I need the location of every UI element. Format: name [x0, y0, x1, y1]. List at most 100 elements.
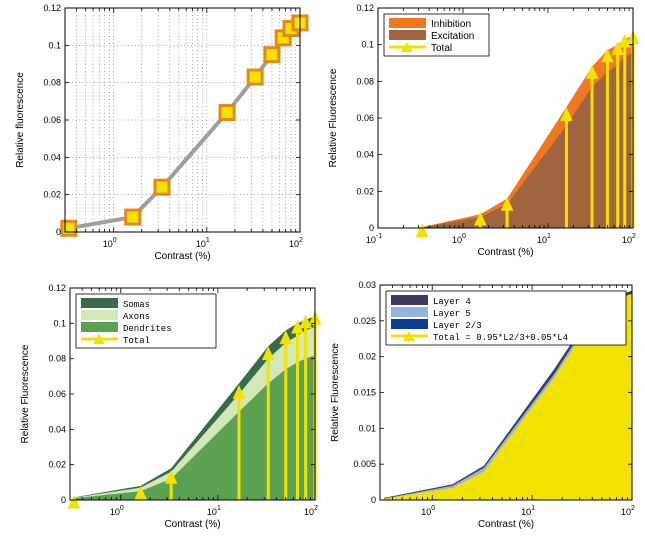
x-tick-label: 100: [103, 237, 117, 249]
total-point: [279, 330, 293, 345]
legend-label: Layer 4: [433, 297, 471, 307]
y-tick-label: 0.08: [356, 76, 374, 86]
y-tick-label: 0.08: [43, 78, 61, 88]
total-point: [473, 211, 487, 226]
legend-swatch-marker: [403, 331, 415, 341]
x-axis: 10-1 100 101 102: [366, 8, 636, 245]
x-tick-label: 101: [537, 233, 551, 245]
legend-label: Total = 0.95*L2/3+0.05*L4: [433, 333, 568, 343]
total-point: [611, 41, 625, 55]
total-point: [299, 314, 312, 329]
y-tick-label: 0.005: [353, 459, 376, 469]
y-axis: 0 0.02 0.04 0.06 0.08 0.1 0.12: [48, 283, 315, 505]
legend-entry: Layer 5: [391, 307, 471, 319]
legend-label: Layer 5: [433, 309, 471, 319]
legend-entry: Inhibition: [389, 18, 471, 30]
x-tick-label: 100: [452, 233, 466, 245]
y-tick-label: 0.04: [356, 150, 374, 160]
y-tick-label: 0.01: [358, 423, 376, 433]
legend-label: Total: [123, 336, 150, 346]
x-tick-label: 102: [304, 505, 318, 517]
legend-swatch: [389, 30, 426, 40]
y-tick-label: 0.04: [43, 152, 61, 162]
x-axis-label: Contrast (%): [477, 247, 533, 258]
legend-swatch: [81, 322, 118, 332]
x-tick-label: 102: [289, 237, 303, 249]
chart-panel-4: 0 0.005 0.01 0.015 0.02 0.025 0.03 100 101 102 Con…: [330, 280, 635, 530]
y-tick-label: 0.015: [353, 388, 376, 398]
legend: Somas Axons Dendrites Total: [75, 293, 217, 349]
x-tick-label: 101: [196, 237, 210, 249]
x-tick-label: 10-1: [366, 233, 382, 245]
legend-swatch: [389, 18, 426, 28]
total-point: [560, 107, 573, 121]
legend-label: Somas: [123, 300, 150, 310]
x-tick-label: 102: [622, 233, 636, 245]
y-tick-label: 0: [61, 495, 66, 505]
y-axis: 0 0.02 0.04 0.06 0.08 0.1 0.12: [43, 3, 300, 237]
legend-label: Inhibition: [431, 19, 471, 30]
data-point: [218, 104, 236, 122]
y-axis-label: Relative Fluorescence: [330, 343, 341, 442]
x-tick-label: 101: [207, 505, 221, 517]
y-tick-label: 0.12: [356, 3, 374, 13]
y-tick-label: 0.1: [48, 40, 61, 50]
legend-swatch: [81, 298, 118, 308]
total-point: [618, 33, 632, 48]
y-axis-label: Relative Fluorescence: [20, 344, 31, 443]
x-axis: 100 101 102: [64, 8, 303, 249]
y-tick-label: 0.025: [353, 316, 376, 326]
total-point: [232, 385, 246, 399]
total-point: [67, 494, 81, 509]
total-point: [134, 485, 147, 500]
chart-panel-1: 0 0.02 0.04 0.06 0.08 0.1 0.12 100 101 102 Contras…: [15, 3, 309, 262]
y-tick-label: 0.02: [43, 190, 61, 200]
legend-entry: Excitation: [389, 30, 474, 42]
y-tick-label: 0.06: [356, 113, 374, 123]
y-axis: 0 0.02 0.04 0.06 0.08 0.1 0.12: [356, 3, 633, 233]
x-axis: 100 101 102: [69, 288, 318, 517]
total-point: [585, 64, 599, 79]
y-tick-label: 0.02: [358, 352, 376, 362]
area-excitation: [422, 52, 633, 228]
legend-entry: Total: [389, 42, 452, 54]
legend-entry: Axons: [81, 310, 150, 322]
data-point: [263, 46, 281, 64]
legend-label: Axons: [123, 312, 150, 322]
x-tick-label: 102: [621, 505, 635, 517]
data-point: [124, 208, 142, 226]
x-tick-label: 100: [110, 505, 124, 517]
data-point: [246, 68, 264, 86]
area-dendrites: [74, 355, 315, 500]
y-tick-label: 0.1: [361, 40, 374, 50]
y-tick-label: 0: [56, 227, 61, 237]
y-tick-label: 0.06: [43, 115, 61, 125]
y-tick-label: 0.08: [48, 354, 66, 364]
legend-entry: Dendrites: [81, 322, 172, 334]
x-axis: 100 101 102: [379, 285, 635, 517]
legend-swatch: [391, 307, 428, 317]
legend-swatch-marker: [93, 334, 105, 344]
x-axis-label: Contrast (%): [154, 251, 210, 262]
total-point: [500, 196, 514, 211]
legend-swatch: [81, 310, 118, 320]
total-point: [415, 223, 429, 238]
data-point: [60, 219, 78, 237]
legend-swatch: [391, 295, 428, 305]
y-tick-label: 0: [369, 223, 374, 233]
y-tick-label: 0.06: [48, 389, 66, 399]
legend-entry: Somas: [81, 298, 150, 310]
y-tick-label: 0.04: [48, 424, 66, 434]
area-total-0-95-l2-3-0-05-l4: [384, 293, 632, 500]
legend-entry: Layer 2/3: [391, 319, 482, 331]
y-tick-label: 0.02: [48, 460, 66, 470]
x-tick-label: 101: [521, 505, 535, 517]
y-tick-label: 0: [371, 495, 376, 505]
legend-entry: Layer 4: [391, 295, 471, 307]
total-point: [164, 469, 178, 484]
total-point: [261, 346, 275, 361]
data-point: [153, 178, 171, 196]
legend-entry: Total: [81, 334, 150, 346]
y-axis-label: Relative Fluorescence: [328, 68, 339, 167]
legend-entry: Total = 0.95*L2/3+0.05*L4: [391, 331, 568, 343]
